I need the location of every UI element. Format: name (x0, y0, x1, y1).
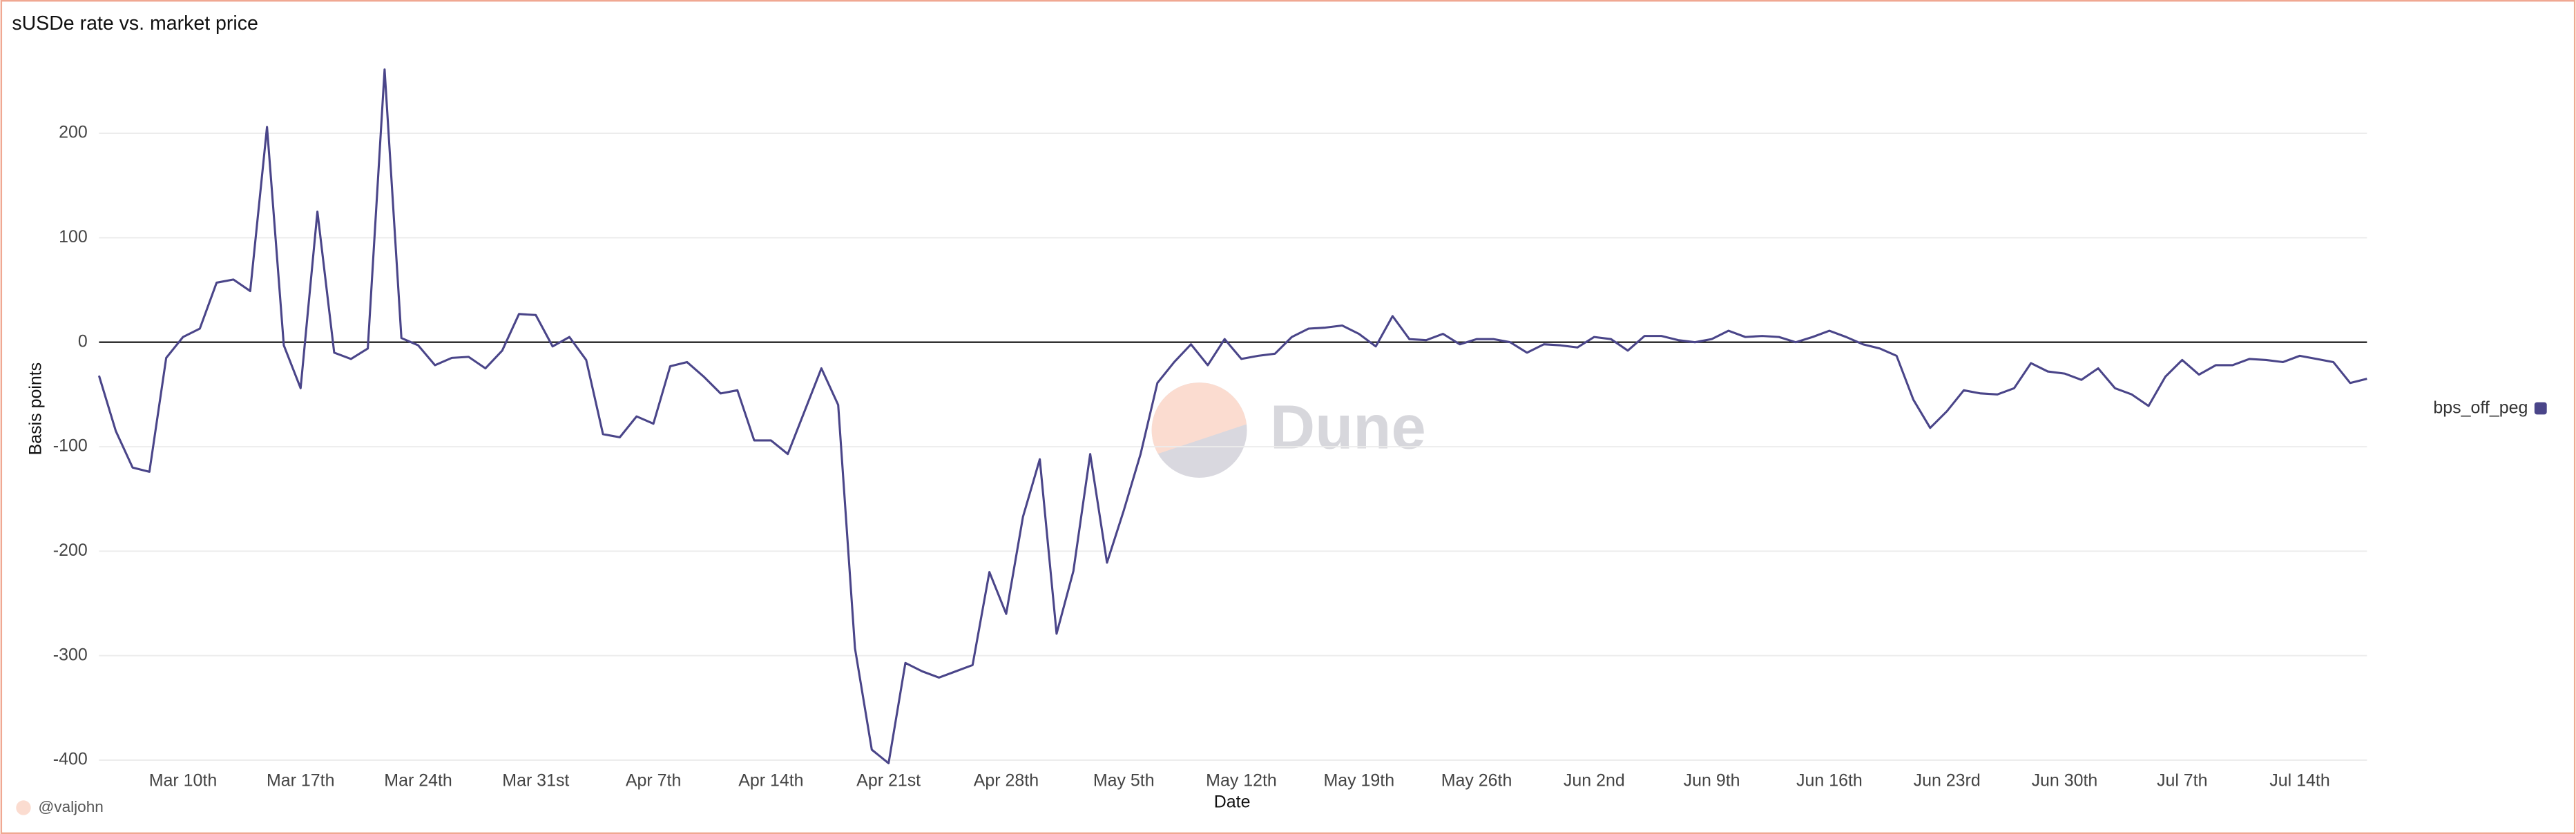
x-tick-label: Jul 14th (2269, 770, 2329, 790)
y-tick-label: 100 (59, 227, 88, 246)
x-tick-label: Jun 2nd (1564, 770, 1625, 790)
x-tick-label: Mar 24th (384, 770, 452, 790)
x-tick-label: Jun 16th (1796, 770, 1863, 790)
legend-label: bps_off_peg (2433, 398, 2528, 418)
x-tick-label: Jun 9th (1684, 770, 1740, 790)
watermark-text: Dune (1270, 392, 1426, 462)
x-tick-label: Apr 21st (856, 770, 921, 790)
x-tick-label: May 26th (1441, 770, 1512, 790)
chart-title: sUSDe rate vs. market price (12, 12, 258, 35)
x-tick-label: Mar 10th (149, 770, 217, 790)
x-tick-label: May 19th (1323, 770, 1394, 790)
x-tick-label: Mar 31st (502, 770, 569, 790)
y-tick-label: -200 (53, 541, 88, 560)
series-line (97, 68, 2367, 765)
y-tick-label: -100 (53, 436, 88, 456)
x-tick-label: Jun 23rd (1914, 770, 1981, 790)
x-tick-label: Apr 14th (738, 770, 803, 790)
footer-text: @valjohn (38, 798, 103, 815)
x-tick-label: May 12th (1206, 770, 1277, 790)
y-tick-label: 200 (59, 123, 88, 142)
y-tick-label: -400 (53, 750, 88, 769)
x-tick-label: May 5th (1093, 770, 1155, 790)
watermark-logo (1151, 382, 1247, 478)
y-tick-label: -300 (53, 645, 88, 664)
legend-swatch (2534, 402, 2547, 415)
y-axis-label: Basis points (26, 362, 46, 456)
y-tick-label: 0 (78, 331, 88, 351)
footer-logo (16, 800, 31, 815)
watermark: Dune (1151, 382, 1426, 478)
x-tick-label: Mar 17th (267, 770, 334, 790)
x-tick-label: Apr 28th (974, 770, 1039, 790)
x-tick-label: Apr 7th (626, 770, 681, 790)
x-tick-label: Jul 7th (2157, 770, 2208, 790)
x-tick-label: Jun 30th (2032, 770, 2098, 790)
x-axis-label: Date (1214, 792, 1251, 811)
